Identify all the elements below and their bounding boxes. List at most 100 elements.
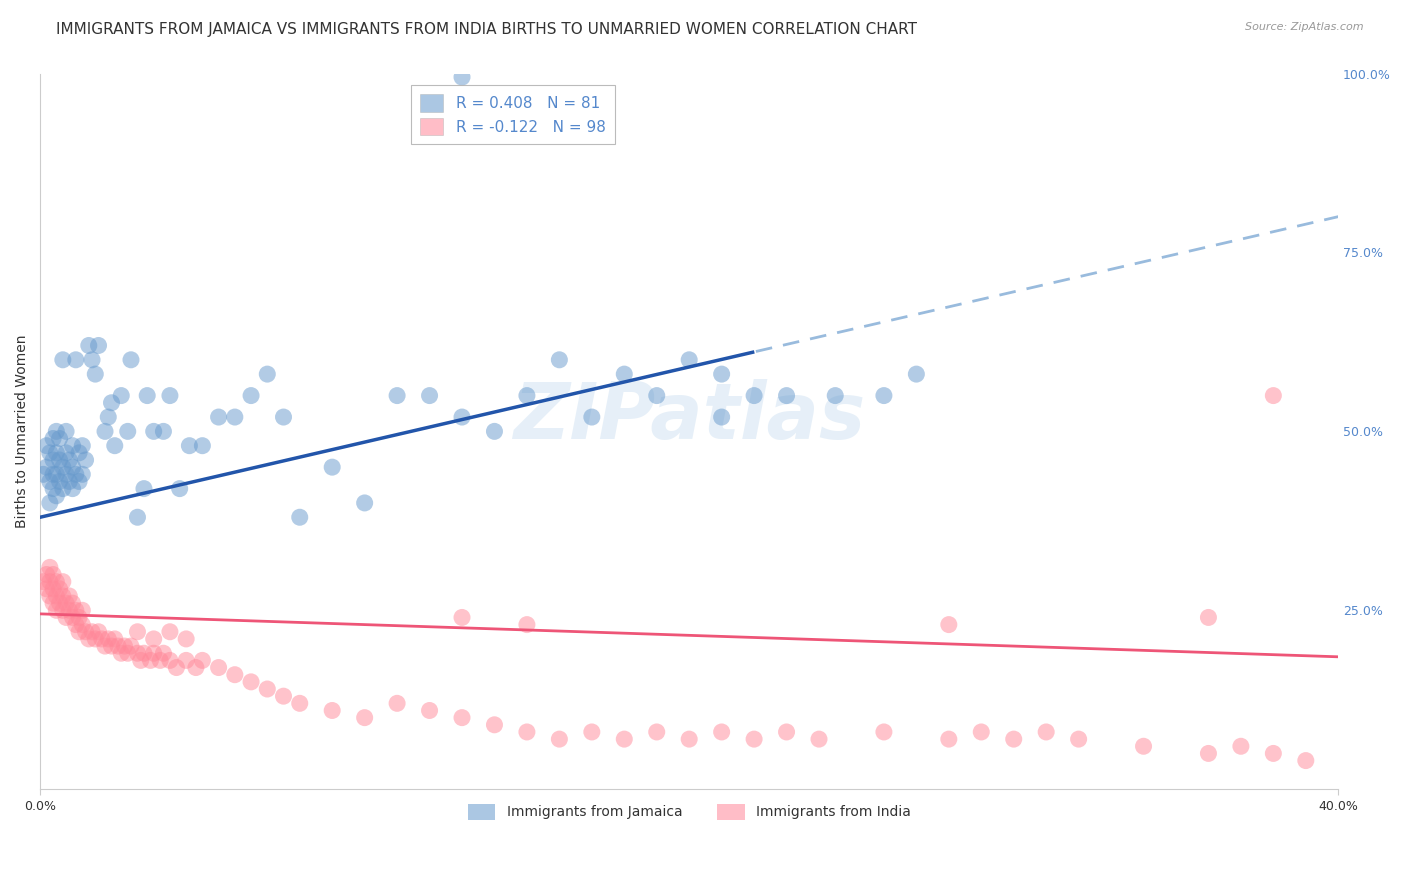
- Point: [72, 467, 94, 482]
- Point: [775, 725, 797, 739]
- Point: [55, 467, 77, 482]
- Point: [873, 725, 896, 739]
- Point: [48, 475, 70, 489]
- Point: [240, 674, 263, 689]
- Point: [159, 388, 181, 402]
- Point: [710, 410, 733, 425]
- Point: [42, 482, 65, 496]
- Point: [42, 453, 65, 467]
- Point: [179, 439, 201, 453]
- Point: [32, 574, 55, 589]
- Point: [62, 596, 84, 610]
- Point: [938, 617, 960, 632]
- Point: [419, 388, 441, 402]
- Point: [165, 660, 187, 674]
- Point: [100, 396, 122, 410]
- Point: [87, 338, 110, 352]
- Point: [52, 589, 75, 603]
- Point: [132, 646, 155, 660]
- Point: [174, 632, 197, 646]
- Point: [288, 510, 311, 524]
- Point: [678, 352, 700, 367]
- Point: [1132, 739, 1154, 754]
- Point: [149, 653, 172, 667]
- Point: [152, 646, 174, 660]
- Point: [67, 624, 90, 639]
- Point: [224, 667, 246, 681]
- Point: [451, 70, 474, 84]
- Point: [273, 689, 295, 703]
- Point: [808, 732, 831, 747]
- Point: [224, 410, 246, 425]
- Point: [55, 596, 77, 610]
- Point: [38, 574, 60, 589]
- Point: [77, 632, 100, 646]
- Point: [1197, 747, 1219, 761]
- Point: [72, 603, 94, 617]
- Point: [65, 352, 87, 367]
- Point: [775, 388, 797, 402]
- Point: [159, 624, 181, 639]
- Point: [1295, 754, 1317, 768]
- Point: [288, 696, 311, 710]
- Point: [191, 653, 214, 667]
- Point: [104, 439, 127, 453]
- Point: [35, 582, 58, 596]
- Point: [55, 610, 77, 624]
- Point: [742, 388, 765, 402]
- Point: [191, 439, 214, 453]
- Point: [353, 711, 375, 725]
- Point: [104, 632, 127, 646]
- Point: [80, 624, 103, 639]
- Point: [58, 475, 80, 489]
- Point: [129, 653, 152, 667]
- Point: [97, 632, 120, 646]
- Point: [117, 646, 139, 660]
- Point: [938, 732, 960, 747]
- Point: [42, 567, 65, 582]
- Point: [142, 646, 165, 660]
- Point: [77, 338, 100, 352]
- Point: [548, 352, 571, 367]
- Point: [419, 704, 441, 718]
- Point: [58, 603, 80, 617]
- Point: [152, 425, 174, 439]
- Point: [90, 632, 112, 646]
- Point: [48, 453, 70, 467]
- Point: [42, 432, 65, 446]
- Point: [48, 582, 70, 596]
- Point: [117, 425, 139, 439]
- Point: [110, 388, 132, 402]
- Point: [75, 453, 97, 467]
- Point: [581, 410, 603, 425]
- Point: [273, 410, 295, 425]
- Point: [256, 367, 278, 381]
- Point: [613, 732, 636, 747]
- Point: [184, 660, 207, 674]
- Point: [35, 460, 58, 475]
- Point: [38, 475, 60, 489]
- Point: [321, 704, 343, 718]
- Point: [62, 460, 84, 475]
- Point: [1002, 732, 1025, 747]
- Point: [65, 467, 87, 482]
- Point: [824, 388, 846, 402]
- Point: [132, 482, 155, 496]
- Point: [67, 610, 90, 624]
- Point: [45, 425, 67, 439]
- Point: [645, 725, 668, 739]
- Point: [45, 467, 67, 482]
- Point: [80, 352, 103, 367]
- Point: [42, 467, 65, 482]
- Point: [100, 639, 122, 653]
- Point: [107, 639, 129, 653]
- Point: [52, 482, 75, 496]
- Point: [65, 603, 87, 617]
- Point: [353, 496, 375, 510]
- Point: [38, 560, 60, 574]
- Point: [142, 632, 165, 646]
- Point: [548, 732, 571, 747]
- Point: [38, 446, 60, 460]
- Point: [84, 632, 107, 646]
- Point: [48, 596, 70, 610]
